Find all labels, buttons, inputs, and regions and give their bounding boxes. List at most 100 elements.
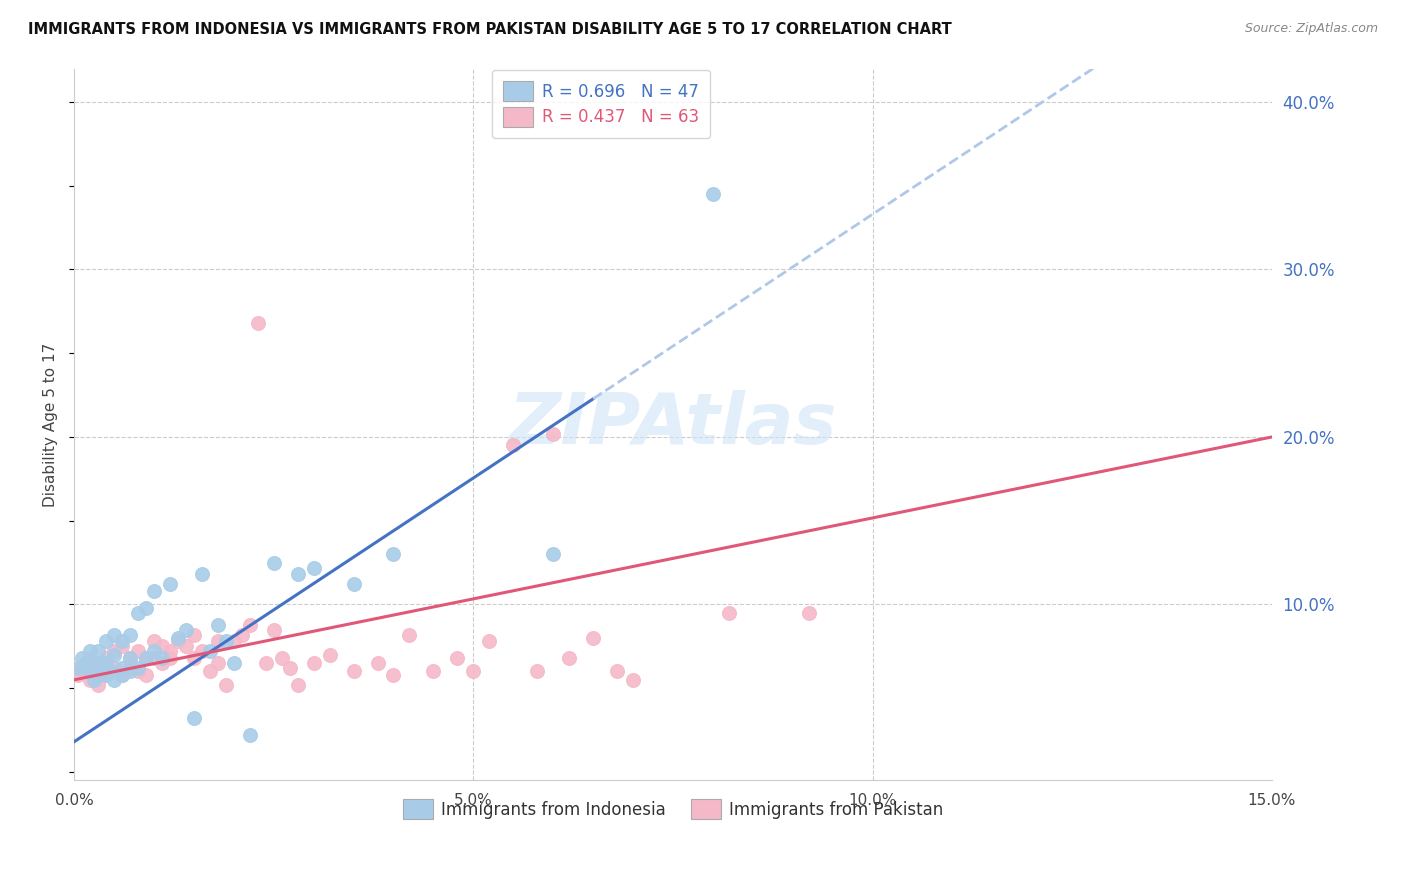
Point bbox=[222, 634, 245, 648]
Point bbox=[207, 656, 229, 670]
Point bbox=[87, 678, 110, 692]
Text: Source: ZipAtlas.com: Source: ZipAtlas.com bbox=[1244, 22, 1378, 36]
Point bbox=[174, 623, 197, 637]
Point bbox=[541, 547, 564, 561]
Point bbox=[541, 426, 564, 441]
Point bbox=[159, 644, 181, 658]
Point bbox=[502, 438, 524, 452]
Point bbox=[79, 644, 101, 658]
Point bbox=[94, 634, 117, 648]
Point bbox=[142, 584, 165, 599]
Point bbox=[422, 665, 444, 679]
Text: IMMIGRANTS FROM INDONESIA VS IMMIGRANTS FROM PAKISTAN DISABILITY AGE 5 TO 17 COR: IMMIGRANTS FROM INDONESIA VS IMMIGRANTS … bbox=[28, 22, 952, 37]
Point bbox=[118, 665, 141, 679]
Point bbox=[79, 673, 101, 687]
Point bbox=[302, 656, 325, 670]
Point bbox=[118, 651, 141, 665]
Point bbox=[79, 665, 101, 679]
Point bbox=[254, 656, 277, 670]
Point bbox=[342, 577, 364, 591]
Point bbox=[159, 577, 181, 591]
Point bbox=[382, 547, 405, 561]
Point bbox=[70, 651, 93, 665]
Point bbox=[150, 651, 173, 665]
Point bbox=[118, 651, 141, 665]
Point bbox=[135, 651, 157, 665]
Point bbox=[191, 644, 214, 658]
Point bbox=[142, 651, 165, 665]
Point bbox=[83, 661, 105, 675]
Point bbox=[183, 627, 205, 641]
Point bbox=[191, 567, 214, 582]
Point bbox=[270, 651, 292, 665]
Point bbox=[263, 623, 285, 637]
Text: ZIPAtlas: ZIPAtlas bbox=[509, 390, 837, 458]
Point bbox=[94, 667, 117, 681]
Point bbox=[183, 711, 205, 725]
Point bbox=[174, 640, 197, 654]
Point bbox=[717, 606, 740, 620]
Point bbox=[382, 667, 405, 681]
Point bbox=[239, 617, 262, 632]
Point bbox=[103, 661, 125, 675]
Point bbox=[135, 667, 157, 681]
Point bbox=[167, 634, 190, 648]
Point bbox=[103, 644, 125, 658]
Point bbox=[159, 651, 181, 665]
Point bbox=[98, 665, 121, 679]
Point bbox=[150, 640, 173, 654]
Point bbox=[367, 656, 389, 670]
Point bbox=[118, 627, 141, 641]
Point bbox=[463, 665, 485, 679]
Point bbox=[318, 648, 340, 662]
Point bbox=[215, 678, 238, 692]
Point bbox=[222, 656, 245, 670]
Point bbox=[111, 634, 134, 648]
Point bbox=[142, 644, 165, 658]
Legend: Immigrants from Indonesia, Immigrants from Pakistan: Immigrants from Indonesia, Immigrants fr… bbox=[396, 793, 950, 825]
Point bbox=[231, 627, 253, 641]
Point bbox=[87, 656, 110, 670]
Point bbox=[215, 634, 238, 648]
Point bbox=[67, 661, 90, 675]
Point bbox=[135, 600, 157, 615]
Point bbox=[127, 665, 149, 679]
Point bbox=[94, 667, 117, 681]
Point bbox=[797, 606, 820, 620]
Point bbox=[103, 627, 125, 641]
Point bbox=[75, 665, 97, 679]
Point bbox=[87, 656, 110, 670]
Point bbox=[91, 665, 114, 679]
Point bbox=[702, 187, 724, 202]
Point bbox=[526, 665, 548, 679]
Point bbox=[398, 627, 420, 641]
Point bbox=[198, 665, 221, 679]
Point bbox=[111, 667, 134, 681]
Point bbox=[478, 634, 501, 648]
Point bbox=[83, 673, 105, 687]
Point bbox=[606, 665, 628, 679]
Point bbox=[103, 673, 125, 687]
Point bbox=[302, 560, 325, 574]
Point bbox=[127, 661, 149, 675]
Point bbox=[94, 656, 117, 670]
Y-axis label: Disability Age 5 to 17: Disability Age 5 to 17 bbox=[44, 343, 58, 507]
Point bbox=[287, 567, 309, 582]
Point bbox=[558, 651, 581, 665]
Point bbox=[246, 316, 269, 330]
Point bbox=[142, 634, 165, 648]
Point bbox=[207, 617, 229, 632]
Point bbox=[263, 556, 285, 570]
Point bbox=[79, 651, 101, 665]
Point bbox=[207, 634, 229, 648]
Point bbox=[103, 648, 125, 662]
Point bbox=[127, 644, 149, 658]
Point bbox=[111, 661, 134, 675]
Point bbox=[87, 667, 110, 681]
Point bbox=[278, 661, 301, 675]
Point bbox=[127, 606, 149, 620]
Point bbox=[111, 640, 134, 654]
Point bbox=[87, 644, 110, 658]
Point bbox=[183, 651, 205, 665]
Point bbox=[67, 667, 90, 681]
